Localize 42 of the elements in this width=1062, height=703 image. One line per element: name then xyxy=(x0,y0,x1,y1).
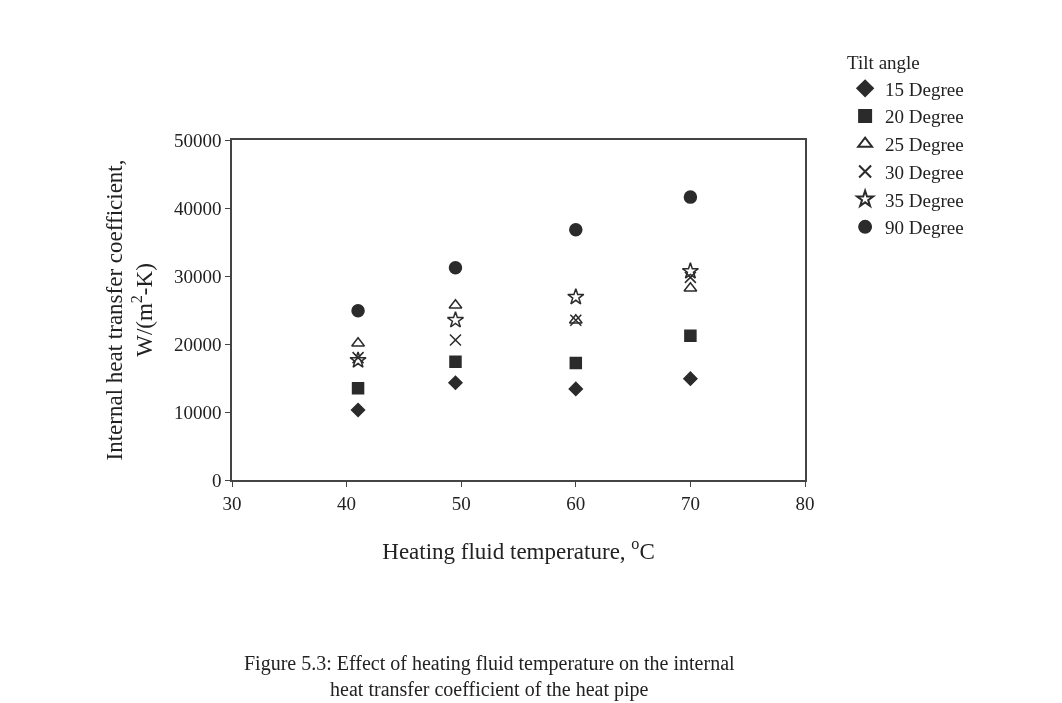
point xyxy=(684,271,697,284)
y-tick-label: 40000 xyxy=(173,197,222,219)
point xyxy=(684,329,697,343)
point xyxy=(683,371,698,386)
point xyxy=(681,262,700,279)
point xyxy=(569,356,583,370)
legend-label: 30 Degree xyxy=(885,161,964,183)
legend-label: 90 Degree xyxy=(885,217,964,239)
y-tick-label: 50000 xyxy=(173,129,222,151)
point xyxy=(448,298,463,309)
legend-label: 20 Degree xyxy=(885,106,964,128)
point xyxy=(448,375,463,391)
point xyxy=(448,261,463,275)
y-tick-label: 20000 xyxy=(173,333,222,355)
x-tick-label: 60 xyxy=(566,492,586,514)
caption: Figure 5.3: Effect of heating fluid temperature on the internal heat transfer coefficient of the heat pipe xyxy=(244,652,736,701)
point xyxy=(568,381,584,397)
point xyxy=(683,190,698,204)
legend-label: 15 Degree xyxy=(885,78,964,100)
point xyxy=(446,311,465,328)
point xyxy=(351,303,365,318)
point xyxy=(567,287,585,305)
y-tick-label: 0 xyxy=(211,469,222,491)
point xyxy=(449,333,462,347)
x-tick-label: 80 xyxy=(795,492,815,514)
point xyxy=(683,281,698,292)
point xyxy=(449,355,462,368)
point xyxy=(569,223,583,237)
y-tick-label: 30000 xyxy=(173,265,222,287)
x-axis-title: Heating fluid temperature, $^{o}$C xyxy=(382,534,655,564)
legend-label: 25 Degree xyxy=(885,134,964,156)
x-tick-label: 30 xyxy=(222,492,242,514)
x-tick-label: 70 xyxy=(680,492,700,514)
point xyxy=(350,402,366,418)
point xyxy=(349,351,367,368)
point xyxy=(351,381,365,395)
y-tick-label: 10000 xyxy=(173,401,222,423)
legend-label: 35 Degree xyxy=(885,189,964,211)
x-tick-label: 50 xyxy=(451,492,471,514)
legend-title: Tilt angle xyxy=(847,52,920,74)
x-tick-label: 40 xyxy=(337,492,357,514)
point xyxy=(351,351,365,364)
